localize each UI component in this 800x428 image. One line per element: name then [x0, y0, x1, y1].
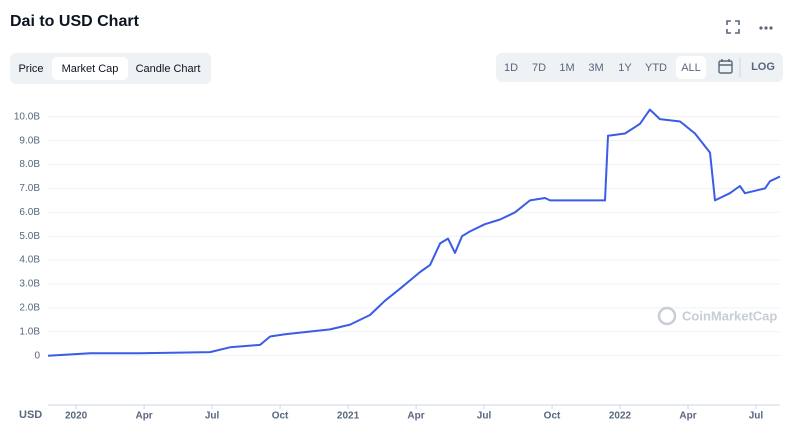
y-tick-label: 10.0B: [14, 111, 40, 122]
range-button[interactable]: 1D: [504, 62, 518, 74]
more-icon[interactable]: [759, 26, 773, 30]
watermark-logo: [657, 306, 677, 326]
calendar-icon[interactable]: [718, 59, 733, 74]
tab[interactable]: Candle Chart: [136, 63, 201, 75]
y-tick-label: 4.0B: [19, 255, 40, 266]
range-button[interactable]: 3M: [588, 62, 603, 74]
tab[interactable]: Market Cap: [62, 63, 119, 75]
x-tick-label: Apr: [679, 411, 696, 422]
x-tick-label: 2021: [337, 411, 360, 422]
x-tick-label: Oct: [544, 411, 561, 422]
y-tick-label: 1.0B: [19, 326, 40, 337]
range-button[interactable]: 1M: [559, 62, 574, 74]
range-group: [496, 53, 783, 82]
range-button[interactable]: 1Y: [618, 62, 632, 74]
tab-selected-bg: [52, 57, 128, 80]
range-selected-bg: [676, 56, 706, 79]
x-tick-label: 2020: [65, 411, 88, 422]
log-button[interactable]: LOG: [751, 61, 775, 73]
x-tick-label: Jul: [477, 411, 492, 422]
x-tick-label: Jul: [205, 411, 220, 422]
currency-label: USD: [19, 409, 42, 421]
y-tick-label: 9.0B: [19, 135, 40, 146]
watermark: CoinMarketCap: [682, 308, 777, 323]
y-tick-label: 6.0B: [19, 207, 40, 218]
y-tick-label: 2.0B: [19, 303, 40, 314]
x-tick-label: Oct: [272, 411, 289, 422]
fullscreen-icon[interactable]: [726, 20, 740, 34]
y-tick-label: 0: [34, 350, 40, 361]
line-series: [47, 108, 781, 357]
y-tick-label: 8.0B: [19, 159, 40, 170]
y-tick-label: 3.0B: [19, 279, 40, 290]
range-button[interactable]: 7D: [532, 62, 546, 74]
y-tick-label: 5.0B: [19, 231, 40, 242]
x-tick-label: 2022: [609, 411, 632, 422]
range-button[interactable]: ALL: [681, 62, 701, 74]
range-button[interactable]: YTD: [645, 62, 667, 74]
x-tick-label: Apr: [135, 411, 152, 422]
x-tick-label: Apr: [407, 411, 424, 422]
chart-title: Dai to USD Chart: [10, 13, 140, 30]
tab[interactable]: Price: [18, 63, 43, 75]
x-tick-label: Jul: [749, 411, 764, 422]
y-tick-label: 7.0B: [19, 183, 40, 194]
